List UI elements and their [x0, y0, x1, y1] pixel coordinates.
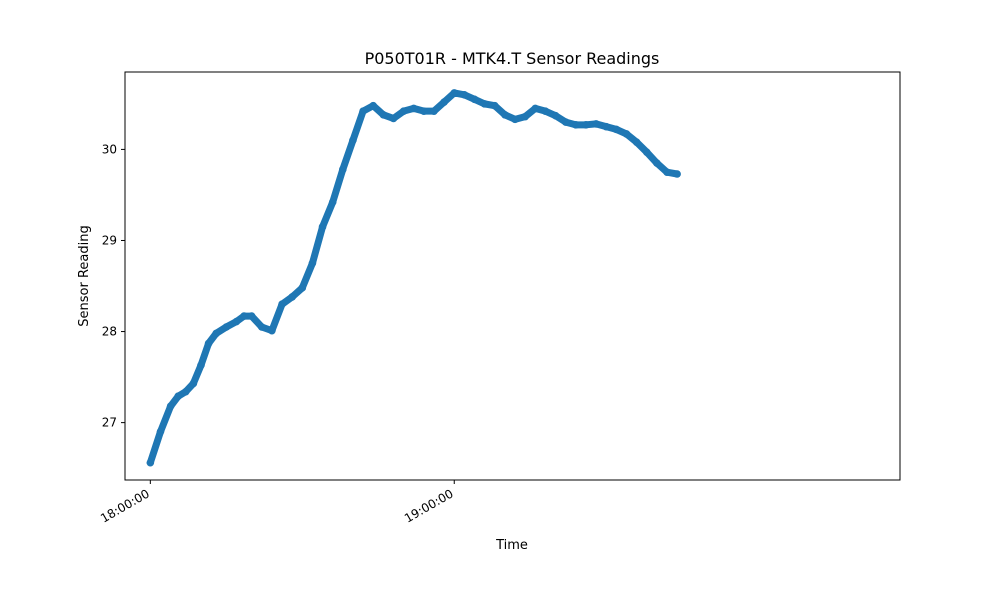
data-point	[409, 104, 418, 113]
data-point	[278, 300, 286, 309]
data-point	[673, 170, 681, 178]
data-point	[531, 104, 540, 113]
data-point	[247, 312, 256, 320]
y-tick-label: 27	[102, 416, 117, 430]
data-point	[561, 118, 570, 126]
data-point	[339, 165, 347, 174]
data-point	[174, 392, 182, 401]
chart-title: P050T01R - MTK4.T Sensor Readings	[365, 49, 660, 68]
data-point	[146, 458, 155, 467]
data-point	[349, 136, 357, 145]
y-axis-label: Sensor Reading	[77, 225, 92, 326]
data-point	[232, 317, 241, 326]
data-point	[642, 148, 651, 156]
data-point	[308, 259, 317, 268]
data-point	[181, 387, 190, 396]
data-point	[379, 111, 388, 119]
plot-frame	[124, 71, 901, 481]
data-point	[450, 89, 459, 97]
data-point	[212, 329, 220, 338]
data-point	[440, 98, 448, 106]
data-point	[328, 198, 337, 207]
data-point	[592, 120, 600, 128]
data-point	[501, 111, 509, 119]
data-point	[420, 107, 428, 115]
data-point	[602, 122, 611, 131]
data-point	[622, 130, 631, 138]
data-point	[551, 111, 560, 120]
y-tick-label: 28	[102, 325, 117, 339]
data-point	[197, 361, 205, 370]
data-point	[318, 223, 327, 231]
data-point	[156, 427, 165, 436]
data-point	[268, 326, 276, 335]
data-point	[521, 112, 529, 121]
data-point	[389, 114, 398, 123]
data-point	[460, 90, 469, 99]
y-tick-label: 30	[102, 142, 117, 156]
data-point	[204, 339, 213, 348]
data-point	[288, 293, 296, 301]
data-point	[189, 379, 198, 388]
data-point	[369, 101, 378, 110]
data-point	[511, 115, 519, 124]
data-point	[653, 159, 661, 167]
data-point	[470, 95, 479, 104]
data-point	[572, 121, 580, 129]
data-point	[359, 107, 367, 115]
data-point	[632, 138, 641, 146]
data-point	[240, 312, 248, 320]
plot-area	[146, 89, 681, 467]
data-point	[166, 402, 175, 411]
data-point	[430, 107, 438, 115]
data-point	[257, 323, 266, 331]
data-point	[222, 323, 231, 331]
data-point	[399, 107, 408, 115]
data-point	[663, 168, 671, 176]
data-point	[541, 107, 550, 115]
data-point	[298, 284, 307, 292]
y-tick-label: 29	[102, 233, 117, 247]
data-point	[582, 121, 590, 129]
y-axis: 27 28 29 30	[102, 142, 125, 430]
data-point	[490, 101, 499, 110]
data-point	[612, 125, 621, 134]
data-point	[480, 100, 489, 108]
x-axis-label: Time	[495, 538, 528, 553]
